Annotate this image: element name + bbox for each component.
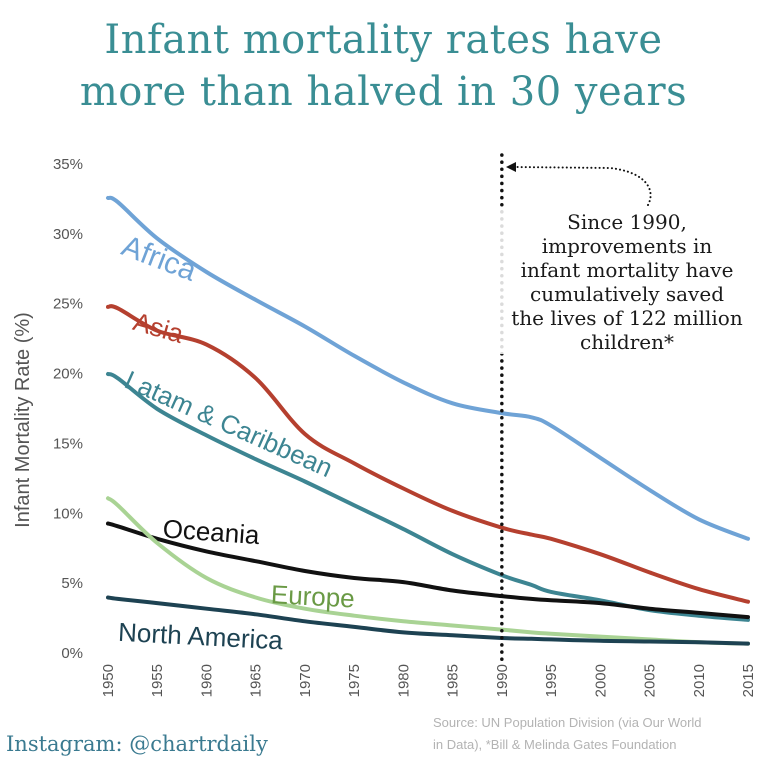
annotation-line: cumulatively saved [530, 282, 724, 306]
series-label-europe: Europe [270, 579, 355, 613]
series-line-oceania [106, 521, 750, 620]
y-tick-label: 25% [53, 296, 83, 313]
x-tick-label: 1960 [198, 664, 215, 697]
x-axis: 1950 1955 1960 1965 1970 1975 1980 1985 1990 1995… [100, 664, 757, 697]
chart-title-line-2: more than halved in 30 years [79, 69, 688, 115]
x-tick-label: 2000 [592, 664, 609, 697]
series-label-latam: Latam & Caribbean [120, 365, 337, 484]
x-tick-label: 1985 [445, 664, 462, 697]
chart-title-line-1: Infant mortality rates have [104, 17, 663, 63]
series-line-north_america [106, 595, 750, 646]
series-lines [106, 195, 750, 646]
y-tick-label: 30% [53, 226, 83, 243]
x-tick-label: 1955 [149, 664, 166, 697]
y-axis-label: Infant Mortality Rate (%) [12, 312, 34, 528]
annotation-line: Since 1990, [567, 210, 687, 234]
x-tick-label: 1990 [494, 664, 511, 697]
source-note: Source: UN Population Division (via Our … [433, 712, 753, 756]
annotation-line: improvements in [541, 234, 713, 258]
series-line-europe [106, 496, 750, 646]
y-tick-label: 35% [53, 156, 83, 173]
x-tick-label: 2015 [740, 664, 757, 697]
annotation-line: infant mortality have [520, 258, 734, 282]
y-tick-label: 10% [53, 505, 83, 522]
x-tick-label: 2005 [642, 664, 659, 697]
x-tick-label: 2010 [691, 664, 708, 697]
y-tick-label: 0% [61, 645, 83, 662]
annotation-arrowhead [506, 162, 516, 172]
series-label-asia: Asia [130, 306, 187, 349]
x-tick-label: 1980 [395, 664, 412, 697]
series-line-africa [106, 195, 750, 541]
series-label-oceania: Oceania [162, 513, 261, 550]
chart-title: Infant mortality rates have more than ha… [0, 14, 767, 118]
x-tick-label: 1950 [100, 664, 117, 697]
y-tick-label: 5% [61, 575, 83, 592]
x-tick-label: 1975 [346, 664, 363, 697]
source-line-1: Source: UN Population Division (via Our … [433, 715, 702, 730]
annotation-line: children* [580, 330, 674, 354]
y-axis: 0% 5% 10% 15% 20% 25% 30% 35% [53, 156, 83, 662]
series-label-north_america: North America [117, 617, 284, 656]
annotation-arrow [513, 166, 652, 206]
source-line-2: in Data), *Bill & Melinda Gates Foundati… [433, 737, 677, 752]
series-line-asia [106, 304, 750, 604]
y-tick-label: 15% [53, 435, 83, 452]
x-tick-label: 1965 [248, 664, 265, 697]
annotation-line: the lives of 122 million [511, 306, 743, 330]
annotation-text: Since 1990, improvements in infant morta… [496, 210, 758, 354]
x-tick-label: 1970 [297, 664, 314, 697]
instagram-handle: Instagram: @chartrdaily [6, 732, 268, 756]
x-tick-label: 1995 [543, 664, 560, 697]
y-tick-label: 20% [53, 366, 83, 383]
